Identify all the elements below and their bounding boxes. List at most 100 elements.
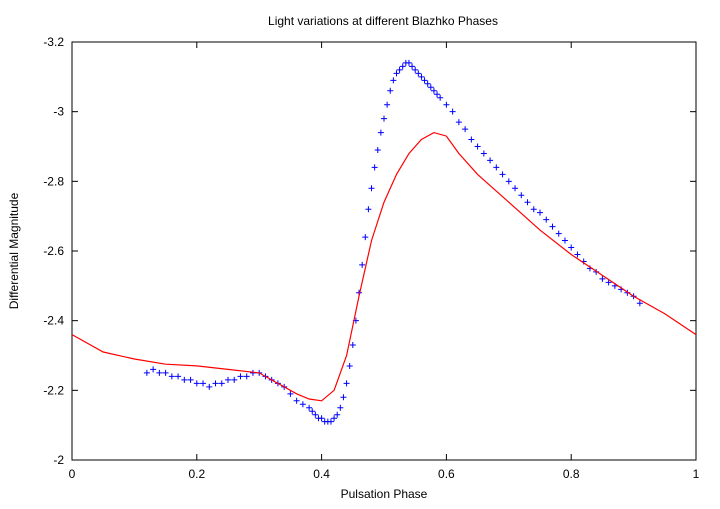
- data-point-plus: [306, 404, 313, 411]
- data-point-plus: [384, 101, 391, 108]
- plot-frame: [71, 41, 697, 461]
- data-point-plus: [181, 376, 188, 383]
- data-point-plus: [409, 63, 416, 70]
- data-point-plus: [599, 275, 606, 282]
- data-point-plus: [331, 415, 338, 422]
- data-point-plus: [237, 373, 244, 380]
- data-point-plus: [430, 87, 437, 94]
- data-point-plus: [371, 164, 378, 171]
- data-point-plus: [293, 397, 300, 404]
- data-point-plus: [443, 101, 450, 108]
- data-point-plus: [427, 84, 434, 91]
- chart-title: Light variations at different Blazhko Ph…: [268, 14, 498, 28]
- data-point-plus: [399, 63, 406, 70]
- data-point-plus: [418, 73, 425, 80]
- data-point-plus: [218, 380, 225, 387]
- data-point-plus: [359, 261, 366, 268]
- data-point-plus: [390, 77, 397, 84]
- data-point-plus: [287, 390, 294, 397]
- data-point-plus: [434, 91, 441, 98]
- data-point-plus: [574, 251, 581, 258]
- data-point-plus: [468, 136, 475, 143]
- data-point-plus: [327, 418, 334, 425]
- data-point-plus: [543, 216, 550, 223]
- data-point-plus: [480, 150, 487, 157]
- data-point-plus: [212, 380, 219, 387]
- data-points: [143, 59, 643, 425]
- y-tick-label: -2.2: [43, 383, 64, 397]
- data-point-plus: [636, 300, 643, 307]
- data-point-plus: [365, 206, 372, 213]
- data-point-plus: [549, 223, 556, 230]
- y-tick-label: -2: [53, 453, 64, 467]
- model-curves: [71, 131, 697, 402]
- data-point-plus: [555, 230, 562, 237]
- data-point-plus: [340, 394, 347, 401]
- data-point-plus: [337, 404, 344, 411]
- x-tick-label: 1: [693, 467, 700, 481]
- data-point-plus: [187, 376, 194, 383]
- data-point-plus: [415, 70, 422, 77]
- data-point-plus: [349, 342, 356, 349]
- data-point-plus: [493, 164, 500, 171]
- data-point-plus: [168, 373, 175, 380]
- data-point-plus: [362, 234, 369, 241]
- data-point-plus: [499, 171, 506, 178]
- data-point-plus: [412, 66, 419, 73]
- data-point-plus: [200, 380, 207, 387]
- y-tick-label: -3.2: [43, 35, 64, 49]
- data-point-plus: [381, 115, 387, 122]
- data-point-plus: [312, 411, 319, 418]
- y-tick-label: -2.8: [43, 174, 64, 188]
- data-point-plus: [309, 408, 316, 415]
- x-axis-label: Pulsation Phase: [341, 487, 428, 501]
- data-point-plus: [150, 366, 157, 373]
- data-point-plus: [343, 380, 350, 387]
- data-point-plus: [518, 192, 525, 199]
- data-point-plus: [487, 157, 494, 164]
- x-tick-label: 0.6: [438, 467, 455, 481]
- x-tick-label: 0: [69, 467, 76, 481]
- data-point-plus: [175, 373, 182, 380]
- x-axis-ticks: 0 0.2 0.4 0.6 0.8 1: [69, 42, 700, 481]
- data-point-plus: [396, 66, 403, 73]
- y-tick-label: -2.4: [43, 314, 64, 328]
- data-point-plus: [225, 376, 231, 383]
- data-point-plus: [530, 206, 537, 213]
- data-point-plus: [537, 209, 543, 216]
- data-point-plus: [231, 376, 238, 383]
- data-point-plus: [561, 237, 568, 244]
- data-point-plus: [568, 244, 575, 251]
- data-point-plus: [368, 185, 375, 192]
- data-point-plus: [424, 80, 431, 87]
- y-tick-label: -2.6: [43, 244, 64, 258]
- data-point-plus: [524, 199, 531, 206]
- data-point-plus: [377, 129, 384, 136]
- data-point-plus: [405, 59, 412, 66]
- x-tick-label: 0.8: [563, 467, 580, 481]
- data-point-plus: [318, 415, 325, 422]
- data-point-plus: [605, 279, 612, 286]
- x-tick-label: 0.4: [313, 467, 330, 481]
- data-point-plus: [474, 143, 481, 150]
- data-point-plus: [193, 380, 200, 387]
- data-point-plus: [393, 70, 400, 77]
- data-point-plus: [374, 146, 381, 153]
- data-point-plus: [243, 373, 250, 380]
- data-point-plus: [162, 369, 169, 376]
- data-point-plus: [346, 362, 353, 369]
- data-point-plus: [206, 383, 213, 390]
- x-tick-label: 0.2: [188, 467, 205, 481]
- data-point-plus: [387, 87, 394, 94]
- data-point-plus: [143, 369, 150, 376]
- y-axis-label: Differential Magnitude: [7, 192, 21, 309]
- data-point-plus: [334, 411, 341, 418]
- data-point-plus: [421, 77, 428, 84]
- series-line: [71, 131, 697, 402]
- y-tick-label: -3: [53, 105, 64, 119]
- y-axis-ticks: -2 -2.2 -2.4 -2.6 -2.8 -3 -3.2: [43, 35, 696, 467]
- data-point-plus: [462, 126, 469, 133]
- data-point-plus: [455, 119, 462, 126]
